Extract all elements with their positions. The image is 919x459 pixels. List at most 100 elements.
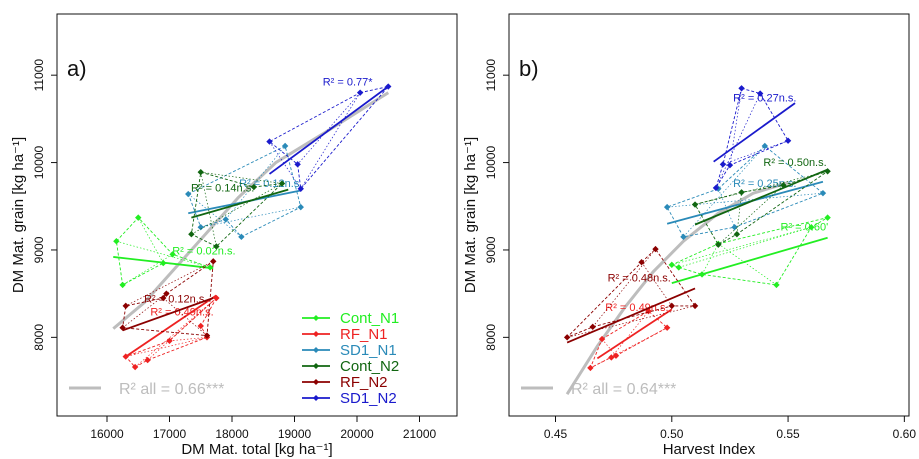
data-point — [608, 354, 615, 361]
data-point — [680, 233, 687, 241]
x-axis-label: Harvest Index — [663, 441, 756, 458]
x-axis-label: DM Mat. total [kg ha⁻¹] — [181, 441, 332, 458]
r2-label: R² = 0.12n.s. — [144, 293, 207, 305]
data-point — [638, 258, 645, 266]
series-connector — [116, 240, 211, 268]
overall-fit-line — [112, 91, 390, 330]
legend-label: Cont_N1 — [340, 310, 399, 327]
series-fit-line — [694, 168, 828, 226]
series-connector — [269, 141, 302, 189]
x-tick-label: 17000 — [153, 427, 187, 441]
series-fit-line — [191, 188, 289, 219]
series-connector — [729, 88, 742, 166]
y-tick-label: 11000 — [32, 59, 46, 92]
series-fit-line — [666, 180, 824, 225]
data-point — [719, 161, 727, 168]
series-sd1-n1: R² = 0.25n.s. — [663, 142, 827, 241]
series-connector — [200, 172, 217, 247]
r2-label: R² = 0.50n.s. — [763, 157, 826, 169]
data-point — [356, 89, 364, 96]
data-point — [281, 142, 289, 150]
series-fit-line — [125, 294, 217, 358]
legend-marker — [313, 363, 319, 369]
legend-marker — [313, 315, 319, 321]
series-cont-n2: R² = 0.50n.s. — [691, 157, 831, 248]
series-outline — [190, 171, 284, 248]
data-point — [761, 142, 769, 150]
series-connector — [601, 338, 617, 356]
data-point — [169, 251, 176, 258]
series-outline — [566, 248, 696, 338]
x-tick-label: 19000 — [278, 427, 312, 441]
x-tick-label: 20000 — [340, 427, 374, 441]
series-connector — [137, 217, 164, 264]
data-point — [773, 281, 780, 289]
series-connector — [567, 305, 696, 338]
y-tick-label: 9000 — [32, 236, 46, 263]
series-rf-n2: R² = 0.12n.s. — [119, 258, 217, 339]
series-sd1-n2: R² = 0.27n.s. — [712, 85, 796, 192]
series-connector — [701, 243, 719, 275]
data-point — [691, 201, 699, 208]
data-point — [738, 189, 745, 196]
data-point — [784, 137, 792, 144]
legend-marker — [313, 331, 319, 337]
data-point — [166, 337, 173, 345]
series-connector — [125, 261, 214, 307]
data-point — [645, 307, 652, 315]
y-axis-label: DM Mat. grain [kg ha⁻¹] — [10, 137, 27, 293]
data-point — [668, 261, 675, 269]
r2-label: R² = 0.27n.s. — [733, 92, 796, 104]
y-axis-label: DM Mat. grain [kg ha⁻¹] — [462, 137, 479, 293]
x-tick-label: 16000 — [90, 427, 124, 441]
data-point — [733, 231, 741, 238]
data-point — [197, 168, 204, 176]
legend-label: Cont_N2 — [340, 358, 399, 375]
series-fit-line — [268, 85, 389, 175]
x-tick-label: 21000 — [403, 427, 437, 441]
y-tick-label: 8000 — [32, 324, 46, 351]
data-point — [113, 238, 120, 245]
series-connector — [667, 192, 823, 208]
series-cont-n1: R² = 0.02n.s. — [113, 214, 236, 289]
data-point — [598, 335, 606, 343]
series-connector — [169, 336, 208, 342]
overall-r2-label: R² all = 0.66*** — [119, 381, 224, 398]
series-outline — [670, 217, 828, 286]
data-point — [250, 183, 258, 191]
data-point — [726, 161, 734, 169]
series-connector — [134, 297, 217, 368]
series-connector — [722, 140, 789, 165]
series-fit-line — [122, 297, 214, 332]
legend-marker — [313, 347, 319, 353]
series-rf-n2: R² = 0.48n.s. — [563, 245, 699, 344]
data-point — [715, 241, 722, 248]
series-fit-line — [713, 102, 796, 163]
series-cont-n2: R² = 0.14n.s. — [188, 168, 289, 250]
series-connector — [125, 337, 208, 357]
data-point — [712, 184, 720, 192]
plot-frame — [508, 13, 910, 417]
r2-label: R² = 0.14n.s. — [191, 182, 254, 194]
legend-label: RF_N1 — [340, 326, 388, 343]
r2-label: R² = 0.77* — [323, 77, 374, 89]
legend-marker — [313, 379, 319, 385]
series-connector — [188, 193, 242, 238]
legend-label: SD1_N1 — [340, 342, 397, 359]
data-point — [222, 216, 229, 223]
data-point — [294, 161, 301, 168]
data-point — [297, 185, 304, 192]
panel-b: 0.45 0.50 0.55 0.60 8000 9000 10000 11000 Harves… — [462, 13, 916, 458]
series-connector — [200, 206, 301, 228]
series-connector — [611, 310, 649, 358]
x-tick-label: 0.50 — [660, 427, 684, 441]
y-tick-label: 9000 — [484, 236, 498, 263]
data-point — [203, 332, 211, 339]
data-point — [131, 363, 139, 371]
data-point — [238, 233, 245, 241]
data-point — [213, 243, 220, 250]
data-point — [587, 364, 594, 372]
y-tick-label: 10000 — [484, 146, 498, 180]
data-point — [163, 290, 170, 297]
data-point — [612, 352, 620, 359]
